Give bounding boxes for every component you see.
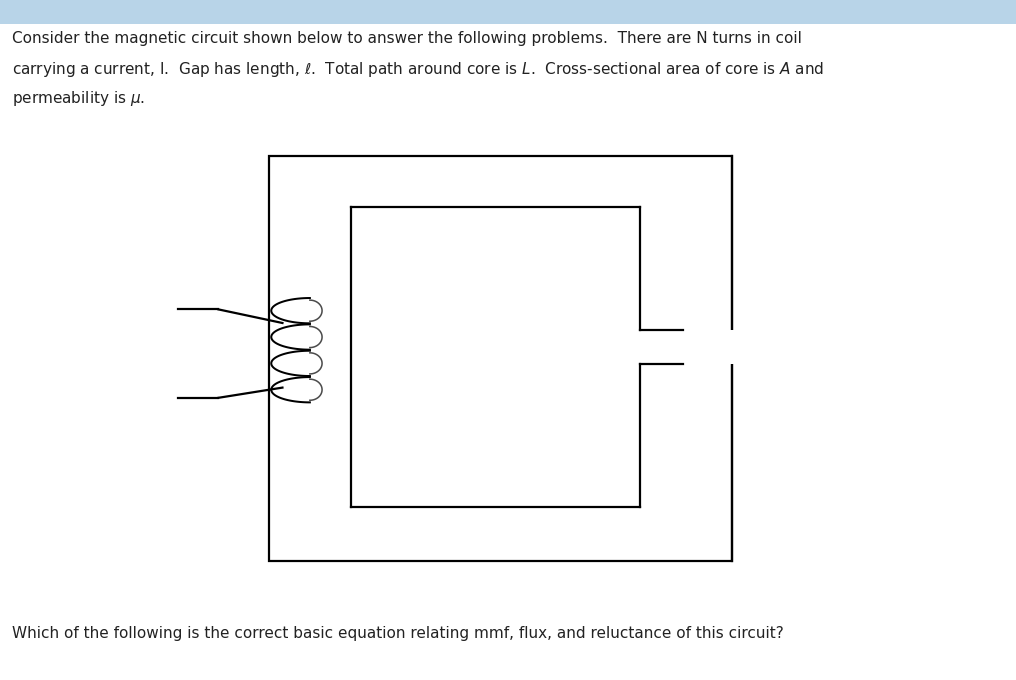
Text: Consider the magnetic circuit shown below to answer the following problems.  The: Consider the magnetic circuit shown belo… <box>12 31 802 46</box>
Bar <box>269 156 732 561</box>
Text: carrying a current, I.  Gap has length, $\ell$.  Total path around core is $L$. : carrying a current, I. Gap has length, $… <box>12 60 824 79</box>
Bar <box>0 0 1016 24</box>
Text: permeability is $\mu$.: permeability is $\mu$. <box>12 89 145 108</box>
Text: Which of the following is the correct basic equation relating mmf, flux, and rel: Which of the following is the correct ba… <box>12 626 784 641</box>
Bar <box>709 330 734 364</box>
